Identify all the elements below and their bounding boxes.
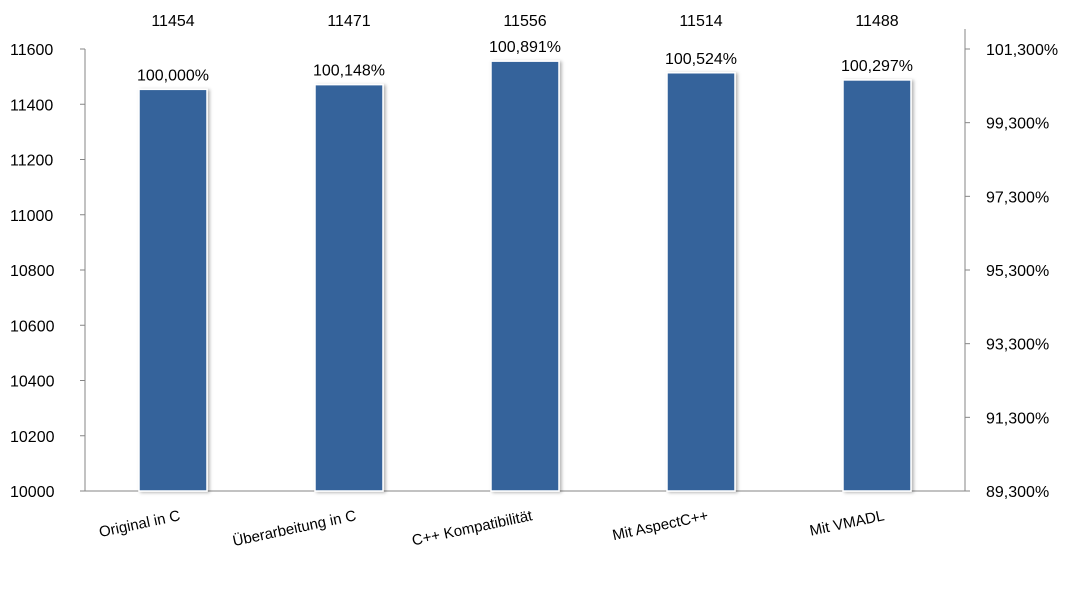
percent-label: 100,891%: [489, 39, 561, 56]
bar: [842, 79, 912, 492]
bars: [138, 60, 912, 492]
bar: [666, 72, 736, 492]
y-tick-label: 10000: [10, 484, 55, 501]
y-tick-label: 10600: [10, 318, 55, 335]
y2-tick-label: 97,300%: [986, 189, 1049, 206]
percent-label: 100,297%: [841, 58, 913, 75]
y2-tick-label: 95,300%: [986, 263, 1049, 280]
axes: 10000 10200 10400 10600 10800 11000 11200 11400…: [10, 29, 1058, 501]
value-label: 11488: [855, 13, 898, 30]
percent-label: 100,000%: [137, 67, 209, 84]
category-label: Überarbeitung in C: [231, 506, 358, 550]
y2-tick-label: 89,300%: [986, 484, 1049, 501]
bar: [490, 60, 560, 492]
y2-tick-label: 91,300%: [986, 410, 1049, 427]
y-tick-label: 11400: [10, 97, 53, 114]
value-label: 11514: [679, 13, 722, 30]
category-label: Original in C: [98, 507, 182, 541]
y-tick-label: 10800: [10, 263, 55, 280]
bar: [138, 88, 208, 492]
y-tick-label: 10200: [10, 429, 55, 446]
category-label: C++ Kompatibilität: [410, 507, 534, 549]
category-label: Mit VMADL: [808, 507, 886, 539]
y-tick-label: 11200: [10, 153, 53, 170]
y2-tick-label: 99,300%: [986, 116, 1049, 133]
value-label: 11471: [327, 13, 370, 30]
value-label: 11454: [151, 13, 194, 30]
category-label: Mit AspectC++: [611, 507, 710, 544]
bar: [314, 83, 384, 492]
y2-tick-label: 101,300%: [986, 42, 1058, 59]
percent-label: 100,148%: [313, 63, 385, 80]
y-tick-label: 11600: [10, 42, 53, 59]
y2-tick-label: 93,300%: [986, 337, 1049, 354]
percent-label: 100,524%: [665, 51, 737, 68]
y-tick-label: 10400: [10, 374, 55, 391]
y-tick-label: 11000: [10, 208, 53, 225]
value-label: 11556: [503, 13, 546, 30]
